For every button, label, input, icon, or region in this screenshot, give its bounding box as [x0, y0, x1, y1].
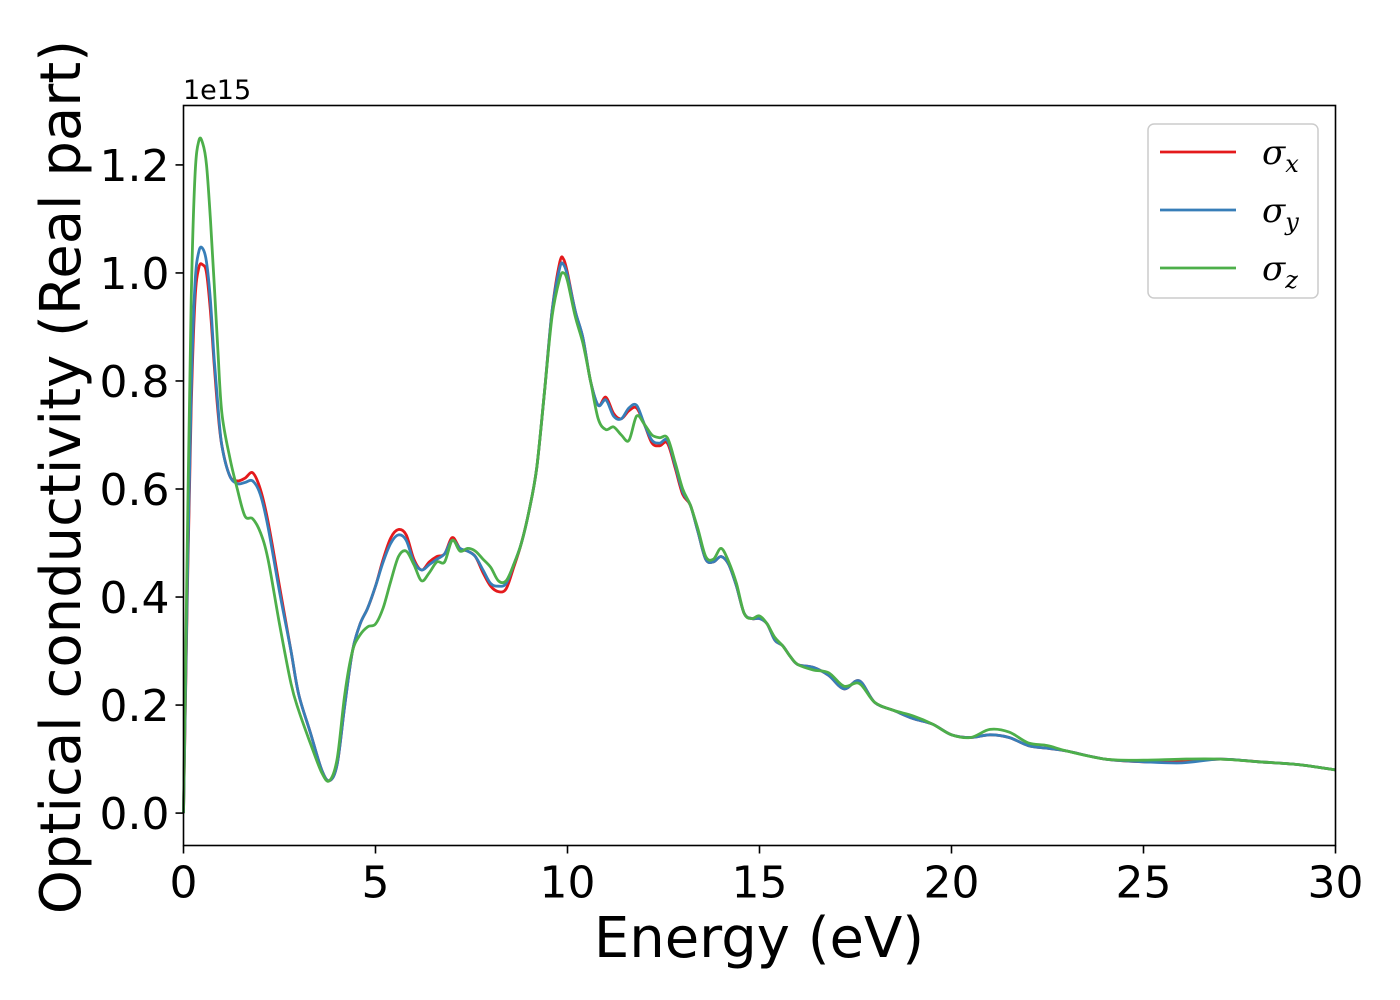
legend-label-z: σz [1262, 249, 1298, 294]
x-tick-label: 15 [732, 858, 788, 909]
x-tick-label: 10 [540, 858, 596, 909]
x-axis-title: Energy (eV) [594, 906, 924, 971]
legend-items: σx σy σz [1160, 133, 1299, 294]
y-tick-label: 0.6 [100, 465, 170, 516]
x-tick-label: 5 [362, 858, 390, 909]
series-line-z [182, 136, 1336, 814]
x-tick-label: 30 [1308, 858, 1364, 909]
y-tick-label: 1.0 [100, 249, 170, 300]
series-layer [182, 136, 1336, 814]
x-axis: 0 5 10 15 20 25 30 [170, 845, 1364, 909]
legend-label-x: σx [1262, 133, 1299, 178]
y-tick-label: 0.2 [100, 681, 170, 732]
y-tick-label: 0.8 [100, 357, 170, 408]
y-tick-label: 0.0 [100, 789, 170, 840]
y-tick-label: 1.2 [100, 141, 170, 192]
legend: σx σy σz [1147, 123, 1319, 299]
y-tick-label: 0.4 [100, 573, 170, 624]
legend-label-y: σy [1262, 191, 1299, 236]
x-tick-label: 20 [924, 858, 980, 909]
y-axis: 0.0 0.2 0.4 0.6 0.8 1.0 1.2 [100, 141, 184, 840]
x-tick-label: 0 [170, 858, 198, 909]
y-axis-title: Optical conductivity (Real part) [29, 40, 94, 914]
y-offset-label: 1e15 [183, 75, 251, 106]
series-line-y [182, 245, 1336, 814]
x-tick-label: 25 [1116, 858, 1172, 909]
